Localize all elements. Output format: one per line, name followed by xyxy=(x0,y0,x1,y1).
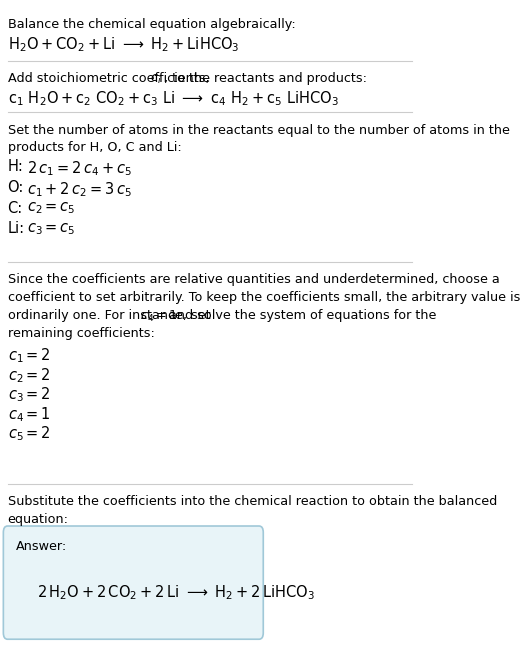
Text: $c_2 = c_5$: $c_2 = c_5$ xyxy=(28,201,76,216)
Text: $c_1 + 2\,c_2 = 3\,c_5$: $c_1 + 2\,c_2 = 3\,c_5$ xyxy=(28,180,132,199)
Text: products for H, O, C and Li:: products for H, O, C and Li: xyxy=(7,141,181,154)
Text: remaining coefficients:: remaining coefficients: xyxy=(7,327,154,340)
Text: Set the number of atoms in the reactants equal to the number of atoms in the: Set the number of atoms in the reactants… xyxy=(7,124,509,137)
Text: $c_i$: $c_i$ xyxy=(150,72,161,85)
Text: $\mathrm{2\,H_2O + 2\,CO_2 + 2\,Li \ \longrightarrow \ H_2 + 2\,LiHCO_3}$: $\mathrm{2\,H_2O + 2\,CO_2 + 2\,Li \ \lo… xyxy=(37,584,315,602)
Text: , to the reactants and products:: , to the reactants and products: xyxy=(165,72,367,85)
Text: ordinarily one. For instance, set: ordinarily one. For instance, set xyxy=(7,309,214,322)
Text: $c_5 = 2$: $c_5 = 2$ xyxy=(7,424,50,443)
Text: Answer:: Answer: xyxy=(16,540,67,553)
Text: $c_4 = 1$: $c_4 = 1$ xyxy=(7,405,50,424)
Text: $c_2 = 2$: $c_2 = 2$ xyxy=(7,366,50,385)
Text: C:: C: xyxy=(7,201,23,215)
Text: H:: H: xyxy=(7,159,23,174)
Text: $c_4 = 1$: $c_4 = 1$ xyxy=(140,309,177,324)
Text: Li:: Li: xyxy=(7,221,25,236)
Text: $c_3 = 2$: $c_3 = 2$ xyxy=(7,386,50,404)
Text: coefficient to set arbitrarily. To keep the coefficients small, the arbitrary va: coefficient to set arbitrarily. To keep … xyxy=(7,291,520,304)
Text: $2\,c_1 = 2\,c_4 + c_5$: $2\,c_1 = 2\,c_4 + c_5$ xyxy=(28,159,132,178)
Text: equation:: equation: xyxy=(7,513,69,526)
Text: $c_1 = 2$: $c_1 = 2$ xyxy=(7,347,50,366)
Text: Since the coefficients are relative quantities and underdetermined, choose a: Since the coefficients are relative quan… xyxy=(7,273,499,286)
FancyBboxPatch shape xyxy=(3,526,263,639)
Text: and solve the system of equations for the: and solve the system of equations for th… xyxy=(165,309,436,322)
Text: O:: O: xyxy=(7,180,24,195)
Text: Substitute the coefficients into the chemical reaction to obtain the balanced: Substitute the coefficients into the che… xyxy=(7,495,497,508)
Text: Balance the chemical equation algebraically:: Balance the chemical equation algebraica… xyxy=(7,18,295,31)
Text: $\mathrm{H_2O + CO_2 + Li \ \longrightarrow \ H_2 + LiHCO_3}$: $\mathrm{H_2O + CO_2 + Li \ \longrightar… xyxy=(7,36,239,54)
Text: $\mathrm{c_1 \ H_2O + c_2 \ CO_2 + c_3 \ Li \ \longrightarrow \ c_4 \ H_2 + c_5 : $\mathrm{c_1 \ H_2O + c_2 \ CO_2 + c_3 \… xyxy=(7,89,339,108)
Text: Add stoichiometric coefficients,: Add stoichiometric coefficients, xyxy=(7,72,213,85)
Text: $c_3 = c_5$: $c_3 = c_5$ xyxy=(28,221,76,237)
